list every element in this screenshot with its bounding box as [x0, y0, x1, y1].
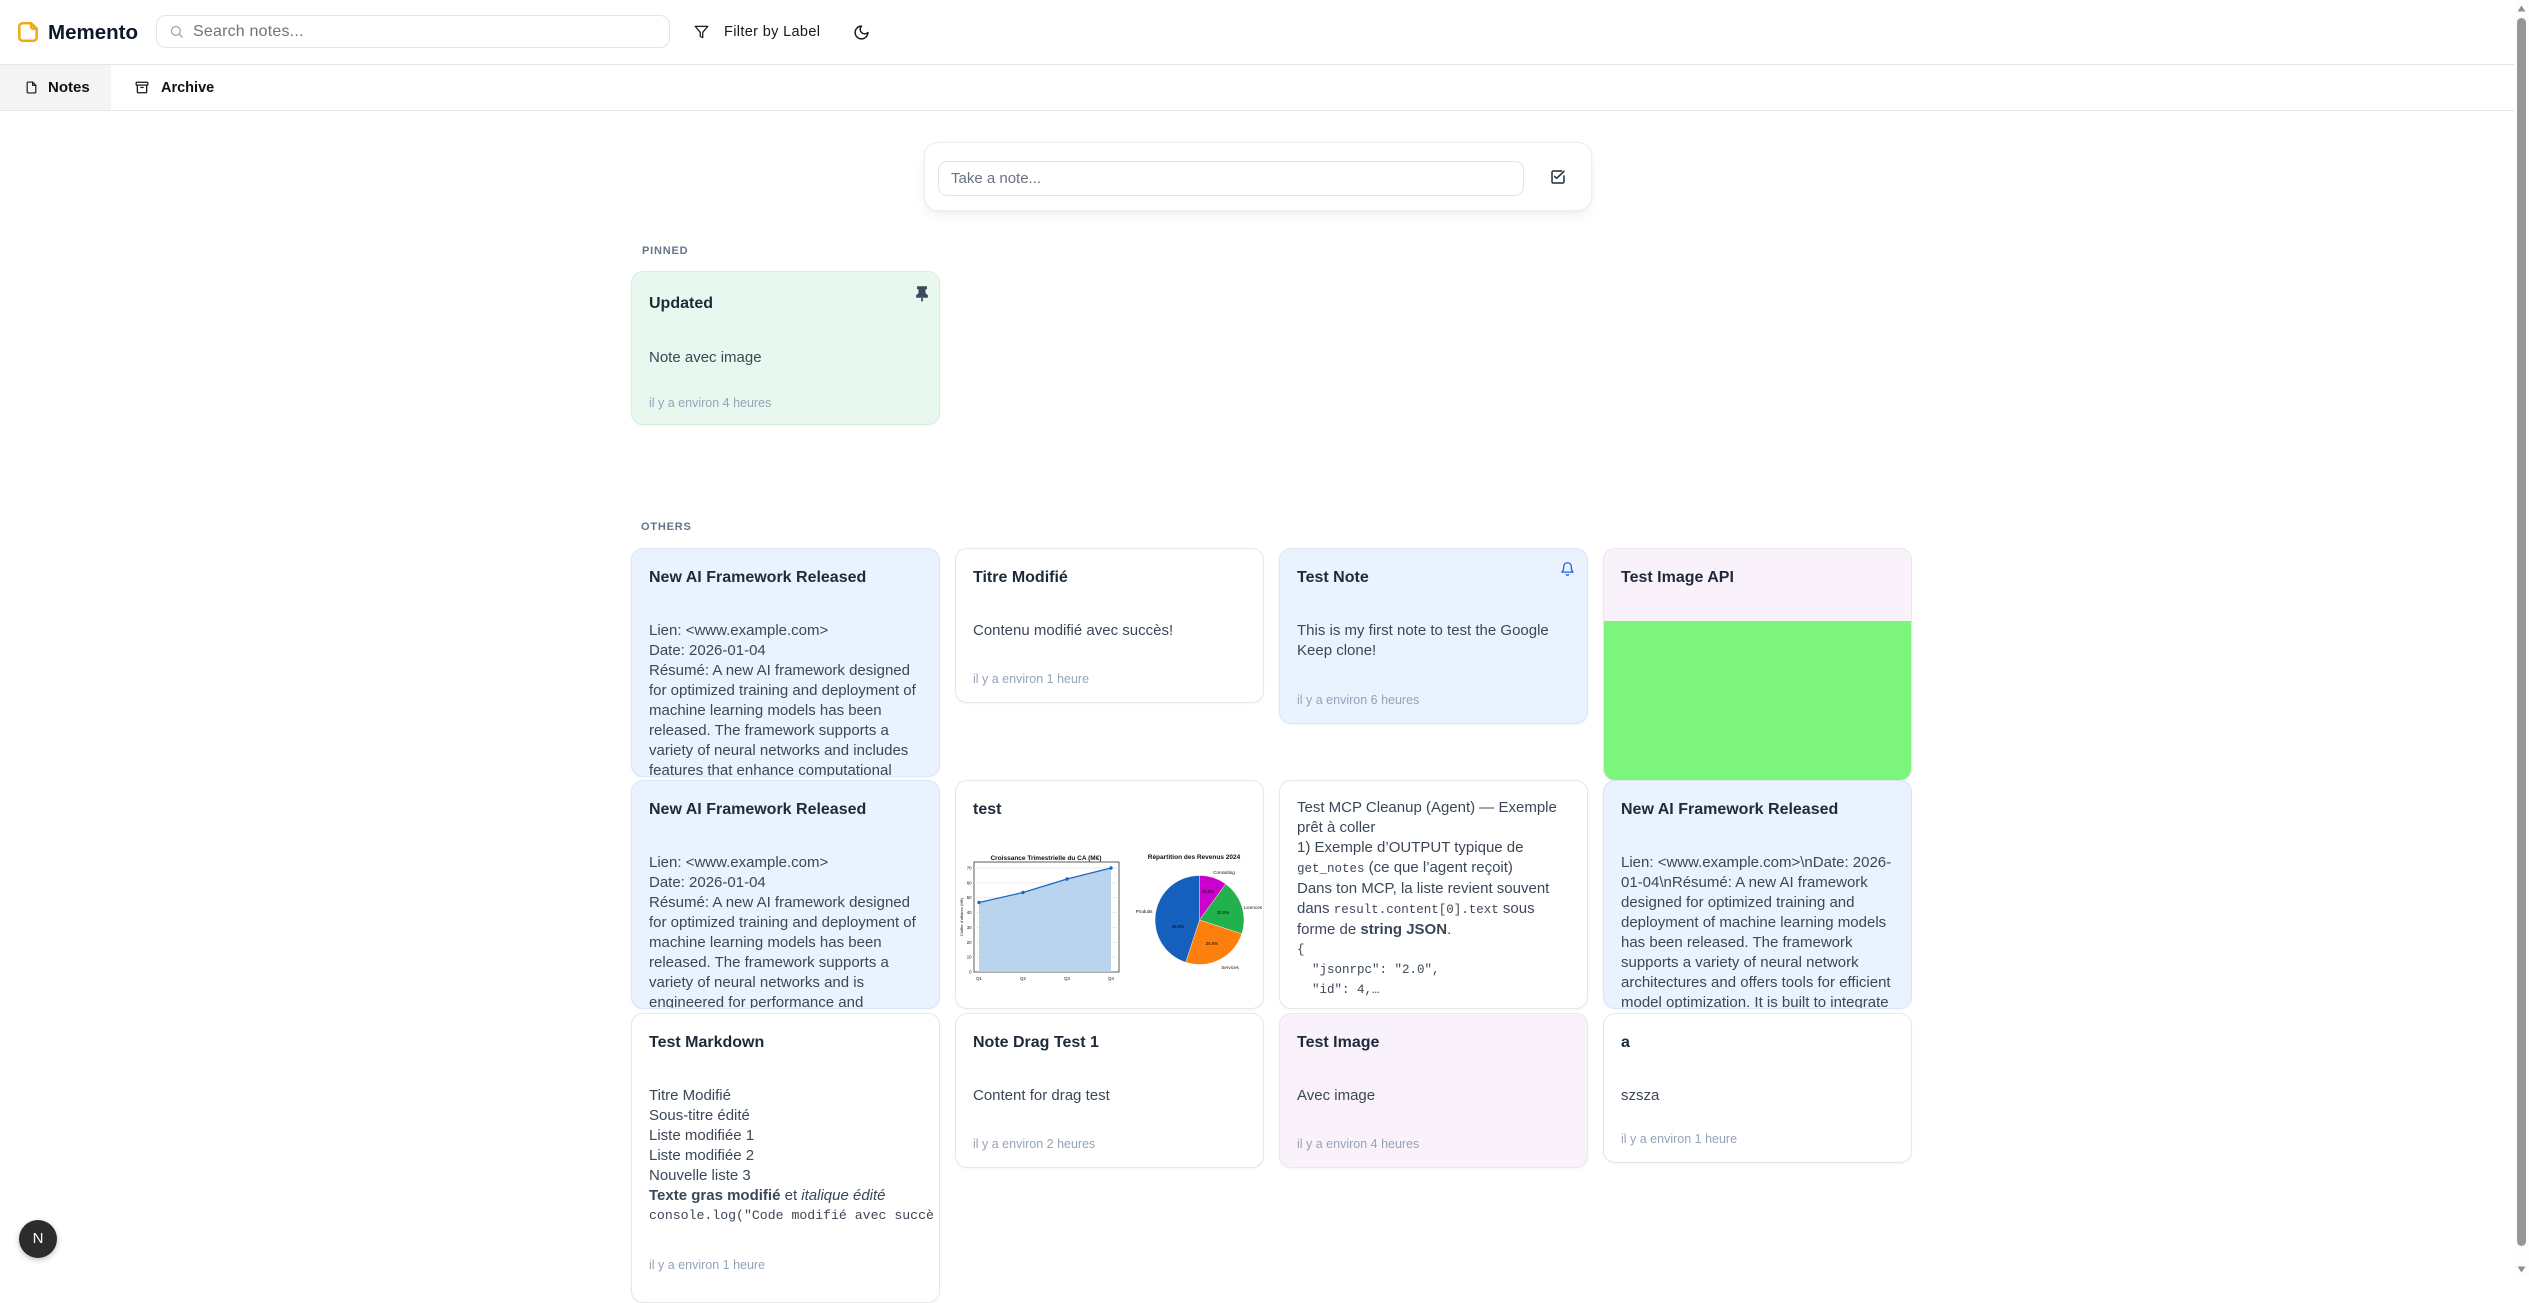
svg-text:Croissance Trimestrielle du CA: Croissance Trimestrielle du CA (M€) — [990, 855, 1101, 862]
svg-text:Licences: Licences — [1244, 905, 1263, 910]
svg-text:40: 40 — [967, 910, 972, 915]
svg-text:Q1: Q1 — [976, 976, 982, 981]
svg-text:Consulting: Consulting — [1213, 870, 1235, 875]
svg-text:Q4: Q4 — [1108, 976, 1114, 981]
svg-text:10.0%: 10.0% — [1202, 889, 1214, 894]
svg-text:20.0%: 20.0% — [1217, 910, 1229, 915]
svg-text:60: 60 — [967, 880, 972, 885]
svg-text:Produits: Produits — [1136, 909, 1154, 914]
svg-text:50: 50 — [967, 895, 972, 900]
svg-text:Q3: Q3 — [1064, 976, 1070, 981]
svg-text:30: 30 — [967, 925, 972, 930]
svg-text:25.0%: 25.0% — [1206, 941, 1218, 946]
svg-text:20: 20 — [967, 940, 972, 945]
svg-text:Services: Services — [1221, 965, 1239, 970]
svg-text:70: 70 — [967, 866, 972, 871]
svg-text:10: 10 — [967, 955, 972, 960]
svg-text:Q2: Q2 — [1020, 976, 1026, 981]
svg-text:Chiffre d'affaires (M€): Chiffre d'affaires (M€) — [959, 897, 964, 936]
svg-text:0: 0 — [969, 970, 972, 975]
svg-text:Répartition des Revenus 2024: Répartition des Revenus 2024 — [1148, 854, 1241, 861]
svg-text:45.0%: 45.0% — [1172, 924, 1184, 929]
